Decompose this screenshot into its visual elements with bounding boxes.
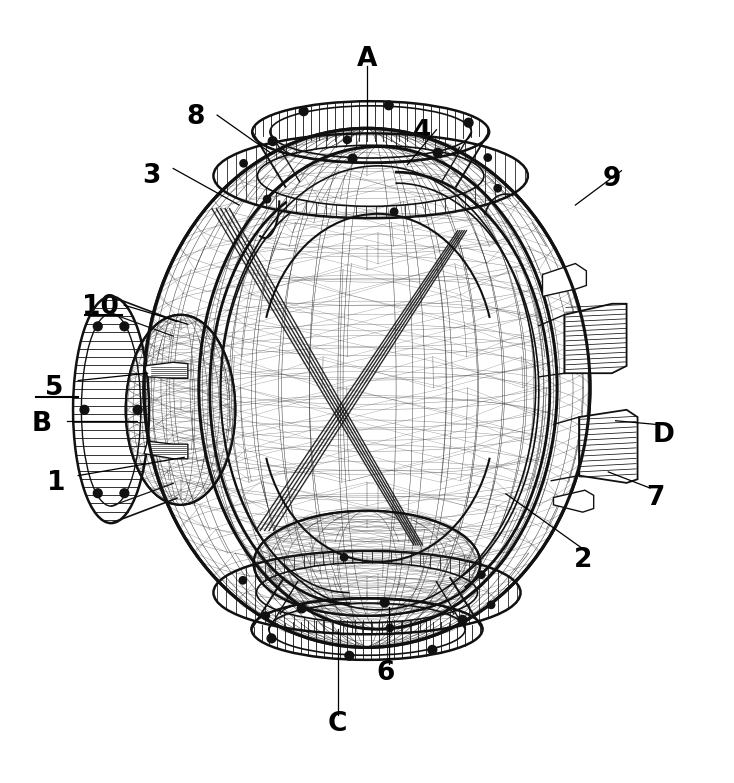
Circle shape [297,604,306,613]
Text: 8: 8 [186,104,204,130]
Circle shape [269,137,277,146]
Circle shape [380,598,389,607]
Circle shape [120,322,128,330]
Circle shape [458,615,467,624]
Circle shape [344,136,351,143]
Circle shape [390,208,398,215]
Text: 6: 6 [376,660,394,686]
Circle shape [341,554,348,561]
Polygon shape [144,442,188,459]
Circle shape [299,106,308,116]
Circle shape [428,645,437,655]
Polygon shape [144,363,188,378]
Polygon shape [542,264,586,297]
Text: 5: 5 [45,375,63,401]
Circle shape [264,196,271,203]
Text: 4: 4 [413,119,431,145]
Circle shape [120,489,128,498]
Polygon shape [579,410,638,483]
Circle shape [386,624,393,632]
Circle shape [464,118,473,127]
Text: 3: 3 [142,163,161,189]
Circle shape [134,406,142,414]
Circle shape [487,601,495,608]
Circle shape [262,612,269,619]
Circle shape [348,154,357,163]
Circle shape [494,185,501,192]
Circle shape [93,322,102,330]
Text: B: B [32,411,51,438]
Text: C: C [328,711,347,738]
Text: 9: 9 [603,167,621,193]
Circle shape [385,101,393,110]
Polygon shape [564,304,627,373]
Text: D: D [653,422,674,449]
Text: 10: 10 [81,294,119,320]
Circle shape [93,489,102,498]
Circle shape [239,576,247,584]
Circle shape [267,634,276,643]
Circle shape [80,406,89,414]
Circle shape [433,148,442,157]
Circle shape [345,651,354,660]
Text: 1: 1 [47,470,65,496]
Circle shape [478,571,485,579]
Text: A: A [357,45,377,72]
Circle shape [484,154,491,161]
Circle shape [240,160,247,167]
Text: 2: 2 [573,547,592,572]
Text: 7: 7 [647,485,665,511]
Polygon shape [553,490,594,512]
